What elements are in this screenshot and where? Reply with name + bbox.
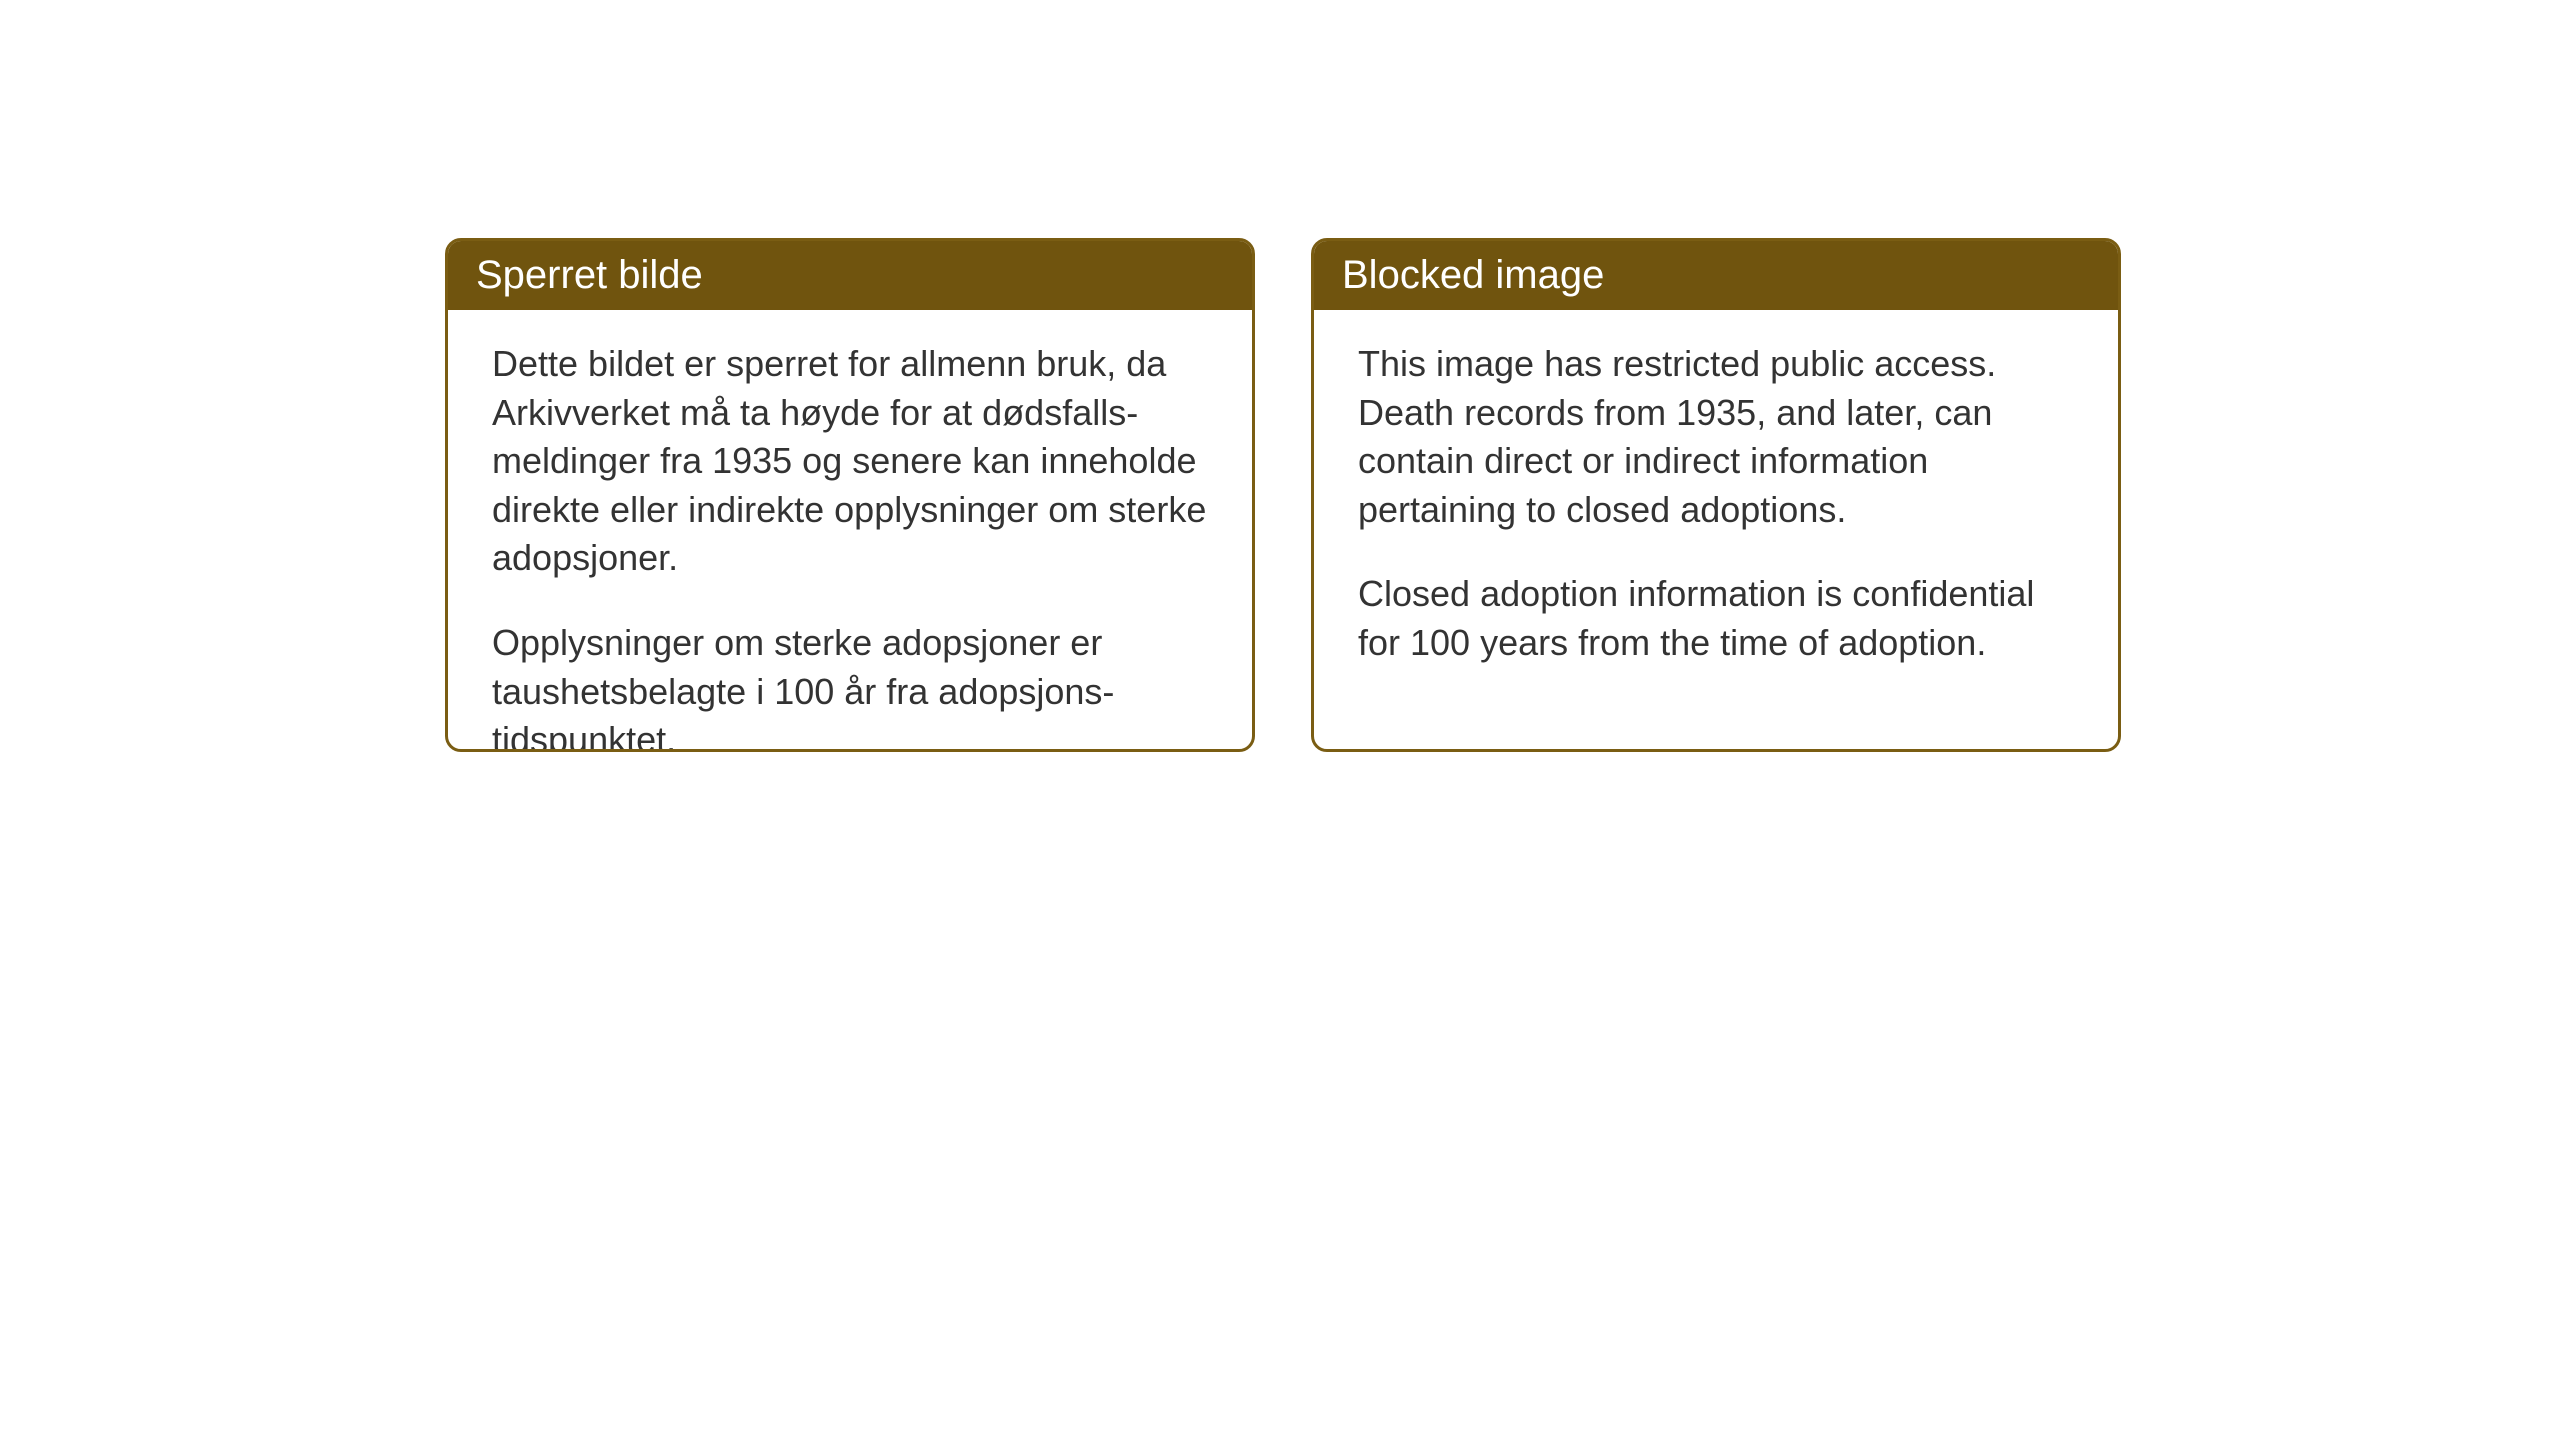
english-paragraph-1: This image has restricted public access.… bbox=[1358, 340, 2074, 534]
norwegian-paragraph-2: Opplysninger om sterke adopsjoner er tau… bbox=[492, 619, 1208, 752]
english-notice-card: Blocked image This image has restricted … bbox=[1311, 238, 2121, 752]
notice-container: Sperret bilde Dette bildet er sperret fo… bbox=[445, 238, 2121, 752]
english-card-body: This image has restricted public access.… bbox=[1314, 310, 2118, 698]
english-card-title: Blocked image bbox=[1314, 241, 2118, 310]
norwegian-card-body: Dette bildet er sperret for allmenn bruk… bbox=[448, 310, 1252, 752]
norwegian-paragraph-1: Dette bildet er sperret for allmenn bruk… bbox=[492, 340, 1208, 583]
norwegian-notice-card: Sperret bilde Dette bildet er sperret fo… bbox=[445, 238, 1255, 752]
english-paragraph-2: Closed adoption information is confident… bbox=[1358, 570, 2074, 667]
norwegian-card-title: Sperret bilde bbox=[448, 241, 1252, 310]
